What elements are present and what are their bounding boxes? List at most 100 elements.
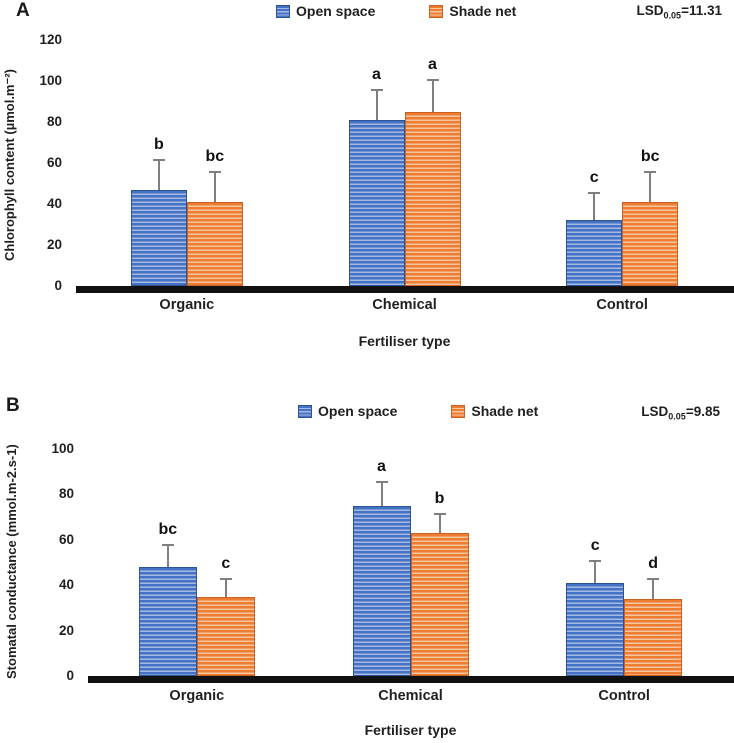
error-bar <box>370 89 384 120</box>
legend-label-open-space: Open space <box>296 3 376 19</box>
x-axis-line <box>76 286 734 293</box>
significance-letter: bc <box>158 521 178 539</box>
bar-open-space <box>566 220 623 286</box>
legend-label-open-space: Open space <box>318 403 398 419</box>
significance-letter: c <box>589 168 599 186</box>
error-bar <box>587 191 601 221</box>
error-bar <box>161 544 175 568</box>
bar-shade-net <box>196 596 255 676</box>
category-label: Control <box>596 297 648 313</box>
chart-panel-b: B Open space Shade net LSD0.05=9.85 Stom… <box>0 375 734 743</box>
error-bar-stem <box>431 78 434 112</box>
error-bar <box>646 578 660 599</box>
y-tick-label: 60 <box>58 531 74 547</box>
legend-a: Open space Shade net <box>276 3 516 19</box>
lsd-prefix: LSD <box>636 3 664 18</box>
x-axis-title-b: Fertiliser type <box>364 722 457 738</box>
legend-label-shade-net: Shade net <box>449 3 517 19</box>
y-axis-title-a: Chlorophyll content (µmol.m⁻²) <box>2 69 17 262</box>
category-label: Organic <box>159 297 215 313</box>
bar-shade-net <box>410 532 469 676</box>
legend-item-shade-net: Shade net <box>451 403 538 419</box>
y-tick-label: 0 <box>54 278 62 293</box>
category-label: Chemical <box>378 688 443 704</box>
significance-letter: bc <box>205 148 225 166</box>
legend-label-shade-net: Shade net <box>471 403 539 419</box>
y-tick-label: 120 <box>39 32 62 47</box>
lsd-value: =11.31 <box>681 3 722 18</box>
error-bar-stem <box>438 512 441 533</box>
open-space-swatch-icon <box>276 4 290 18</box>
error-bar-stem <box>213 171 216 202</box>
lsd-annotation-b: LSD0.05=9.85 <box>641 404 720 422</box>
significance-letter: d <box>648 555 659 573</box>
legend-item-shade-net: Shade net <box>429 3 516 19</box>
legend-item-open-space: Open space <box>276 3 375 19</box>
bar-shade-net <box>404 111 461 286</box>
significance-letter: b <box>434 489 445 507</box>
significance-letter: a <box>377 457 386 475</box>
lsd-prefix: LSD <box>641 404 669 419</box>
error-bar-stem <box>593 191 596 221</box>
bar-open-space <box>138 567 197 676</box>
error-bar-stem <box>224 578 227 597</box>
significance-letter: bc <box>640 148 660 166</box>
error-bar <box>426 78 440 112</box>
bar-open-space <box>566 582 625 676</box>
shade-net-swatch-icon <box>429 4 444 18</box>
significance-letter: a <box>428 55 437 73</box>
error-bar <box>375 480 389 506</box>
significance-letter: c <box>590 537 600 555</box>
legend-b: Open space Shade net <box>298 403 538 419</box>
y-tick-label: 40 <box>58 577 74 593</box>
y-tick-label: 100 <box>51 441 74 456</box>
significance-letter: b <box>153 135 164 153</box>
y-tick-label: 20 <box>46 237 62 252</box>
lsd-subscript: 0.05 <box>668 411 686 422</box>
y-tick-label: 100 <box>39 73 62 88</box>
error-bar-stem <box>380 480 383 506</box>
error-bar-stem <box>157 158 160 190</box>
bar-open-space <box>348 119 405 286</box>
chart-panel-a: A Open space Shade net LSD0.05=11.31 Chl… <box>2 0 734 349</box>
error-bar <box>588 560 602 583</box>
y-tick-label: 80 <box>58 486 74 502</box>
error-bar <box>152 158 166 190</box>
bar-shade-net <box>186 201 243 286</box>
panel-label-b: B <box>6 395 20 416</box>
error-bar <box>208 171 222 202</box>
lsd-subscript: 0.05 <box>663 10 682 21</box>
error-bar-stem <box>375 89 378 120</box>
error-bar-stem <box>594 560 597 583</box>
lsd-value: =9.85 <box>685 404 720 419</box>
error-bar <box>643 171 657 202</box>
x-axis-line <box>88 676 734 683</box>
y-tick-label: 80 <box>46 114 62 129</box>
error-bar-stem <box>649 171 652 202</box>
bar-shade-net <box>624 598 683 676</box>
error-bar <box>219 578 233 597</box>
error-bar-stem <box>166 544 169 568</box>
y-tick-label: 0 <box>66 668 74 683</box>
category-label: Organic <box>169 688 225 704</box>
y-tick-label: 60 <box>46 155 62 170</box>
y-tick-label: 20 <box>58 622 74 638</box>
significance-letter: c <box>221 555 231 573</box>
error-bar <box>433 512 447 533</box>
significance-letter: a <box>372 66 381 84</box>
y-tick-label: 40 <box>46 196 62 211</box>
panel-label-a: A <box>16 0 30 21</box>
bar-shade-net <box>622 201 679 286</box>
bar-open-space <box>130 189 187 286</box>
y-axis-title-b: Stomatal conductance (mmol.m-2.s-1) <box>4 444 19 679</box>
x-axis-title-a: Fertiliser type <box>358 333 451 349</box>
category-label: Chemical <box>372 297 437 313</box>
legend-item-open-space: Open space <box>298 403 397 419</box>
lsd-annotation-a: LSD0.05=11.31 <box>637 3 722 21</box>
bar-open-space <box>352 505 411 676</box>
error-bar-stem <box>652 578 655 599</box>
open-space-swatch-icon <box>298 404 312 418</box>
category-label: Control <box>598 688 650 704</box>
shade-net-swatch-icon <box>451 404 466 418</box>
